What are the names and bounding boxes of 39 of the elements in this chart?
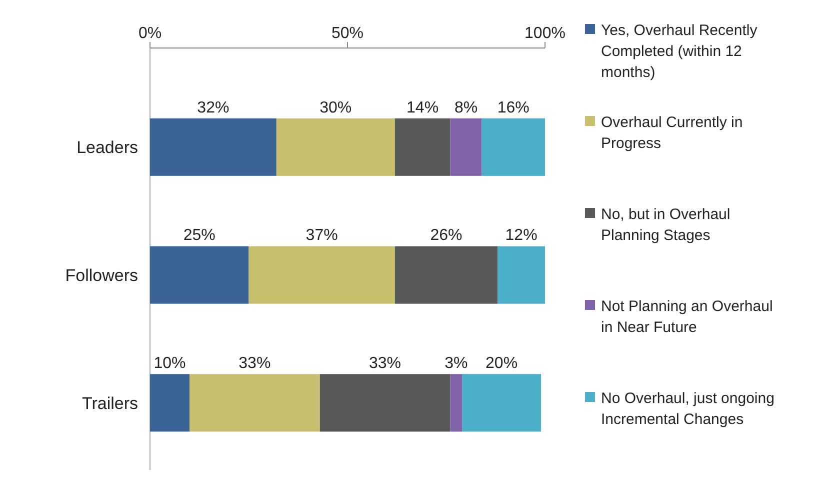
- bar: [150, 118, 276, 176]
- data-label: 3%: [444, 355, 468, 372]
- legend-label: No, but in Overhaul Planning Stages: [601, 206, 730, 244]
- data-label: 12%: [505, 227, 538, 244]
- y-tick-label: Trailers: [82, 394, 138, 413]
- x-tick-label: 50%: [331, 25, 364, 42]
- bar: [450, 118, 482, 176]
- data-label: 33%: [238, 355, 271, 372]
- bar: [462, 374, 542, 432]
- bar: [190, 374, 320, 432]
- data-label: 8%: [454, 99, 478, 116]
- data-label: 10%: [154, 355, 186, 372]
- data-label: 16%: [497, 99, 530, 116]
- bar: [150, 374, 190, 432]
- bar: [450, 374, 462, 432]
- bar: [498, 246, 545, 304]
- legend-label: Not Planning an Overhaul in Near Future: [601, 298, 773, 336]
- data-label: 30%: [320, 99, 352, 116]
- bar: [248, 246, 395, 304]
- data-label: 25%: [183, 227, 216, 244]
- bar: [482, 118, 545, 176]
- data-label: 33%: [369, 355, 402, 372]
- bar: [276, 118, 395, 176]
- y-tick-label: Followers: [65, 266, 138, 285]
- x-tick-label: 0%: [138, 25, 162, 42]
- y-tick-label: Leaders: [76, 138, 138, 158]
- data-label: 14%: [406, 99, 439, 116]
- bar: [150, 246, 249, 304]
- bar: [394, 246, 498, 304]
- bar: [394, 118, 450, 176]
- x-tick-label: 100%: [524, 25, 566, 42]
- legend-label: Yes, Overhaul Recently Completed (within 12 months): [601, 22, 758, 81]
- data-label: 26%: [430, 227, 462, 244]
- legend-label: Overhaul Currently in Progress: [601, 114, 743, 152]
- data-label: 32%: [197, 99, 230, 116]
- legend-label: No Overhaul, just ongoing Incremental Changes: [601, 390, 774, 428]
- bar: [320, 374, 450, 432]
- data-label: 37%: [306, 227, 338, 244]
- data-label: 20%: [486, 355, 518, 372]
